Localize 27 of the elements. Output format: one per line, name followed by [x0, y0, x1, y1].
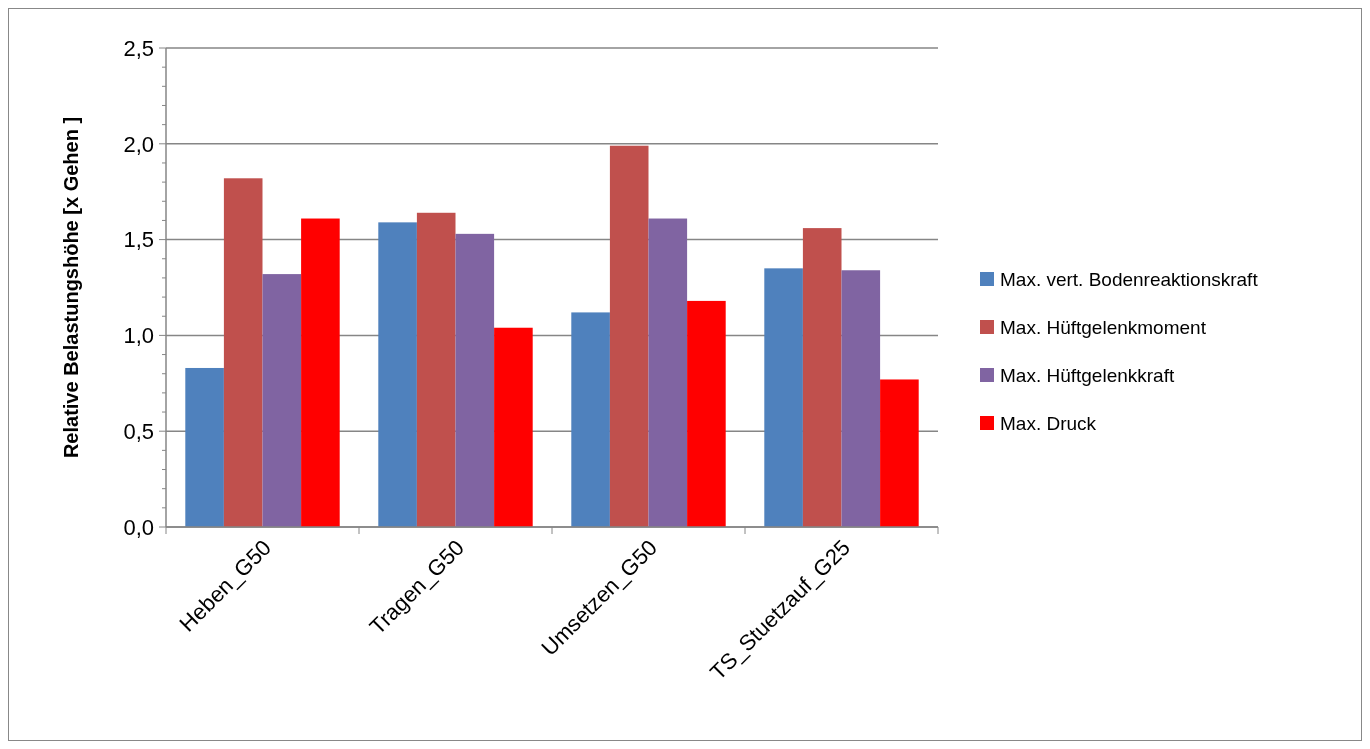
y-tick-label: 2,5: [123, 35, 154, 61]
legend-label: Max. Druck: [1000, 412, 1097, 434]
y-axis-title: Relative Belastungshöhe [x Gehen ]: [60, 116, 82, 459]
y-tick-label: 1,5: [123, 227, 154, 253]
y-tick-label: 0,0: [123, 514, 154, 540]
bar: [262, 274, 302, 527]
bar: [764, 268, 803, 527]
bar: [571, 312, 610, 527]
bar: [455, 233, 495, 527]
bar: [416, 212, 456, 527]
y-tick-label: 1,0: [123, 323, 154, 349]
bar: [609, 145, 649, 527]
bar: [802, 228, 842, 527]
legend-label: Max. Hüftgelenkkraft: [1000, 364, 1175, 386]
y-tick-label: 0,5: [123, 418, 154, 444]
legend-label: Max. Hüftgelenkmoment: [1000, 316, 1207, 338]
legend-label: Max. vert. Bodenreaktionskraft: [1000, 268, 1259, 290]
bar: [301, 218, 340, 527]
bar: [494, 327, 533, 527]
bar: [378, 222, 417, 527]
bar: [185, 367, 224, 527]
bar: [841, 270, 881, 527]
y-tick-label: 2,0: [123, 131, 154, 157]
bar: [687, 300, 726, 527]
bar: [880, 379, 919, 527]
bar: [223, 178, 263, 527]
bar: [648, 218, 688, 527]
